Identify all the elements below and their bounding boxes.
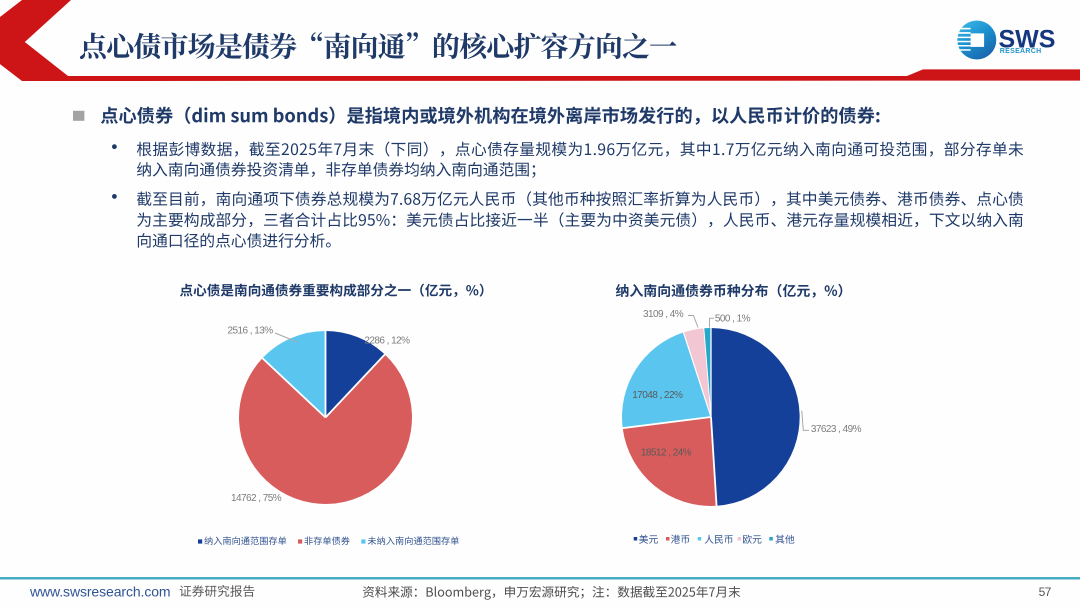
svg-text:17048 , 22%: 17048 , 22% [632, 390, 683, 401]
svg-text:3109 , 4%: 3109 , 4% [643, 309, 684, 320]
svg-text:500 , 1%: 500 , 1% [715, 314, 751, 325]
svg-text:2516 , 13%: 2516 , 13% [228, 325, 274, 336]
svg-text:37623 , 49%: 37623 , 49% [811, 424, 862, 435]
svg-text:18512 , 24%: 18512 , 24% [641, 448, 692, 459]
svg-text:www.swsresearch.com: www.swsresearch.com [29, 584, 170, 600]
svg-text:RESEARCH: RESEARCH [1000, 48, 1042, 55]
svg-text:2286 , 12%: 2286 , 12% [364, 336, 410, 347]
svg-text:14762 , 75%: 14762 , 75% [231, 493, 282, 504]
svg-text:SWS: SWS [999, 26, 1056, 54]
svg-text:57: 57 [1039, 585, 1052, 599]
